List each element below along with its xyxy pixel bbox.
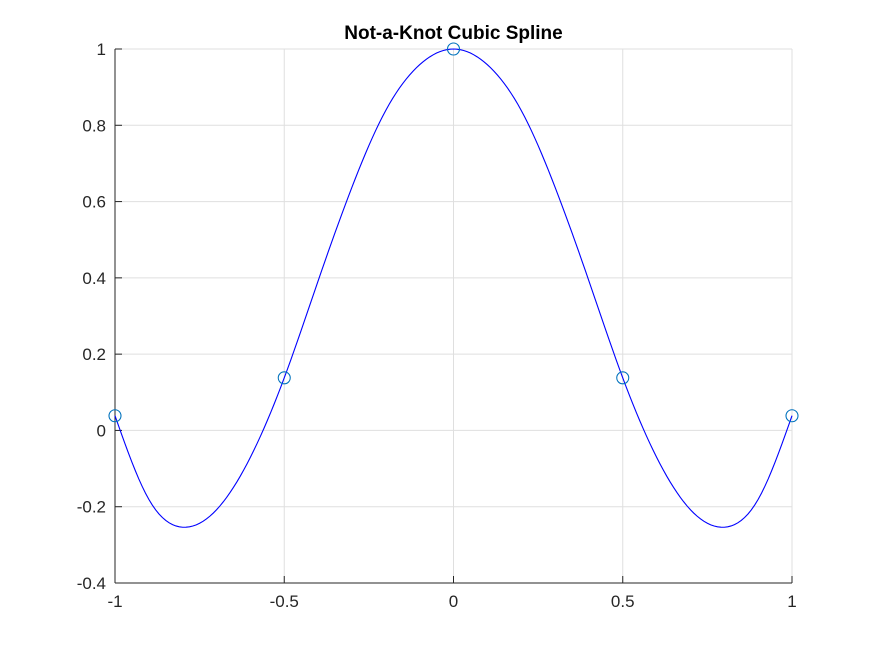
y-tick-label: 0 (97, 421, 106, 440)
y-tick-label: -0.4 (77, 574, 106, 593)
y-tick-label: -0.2 (77, 498, 106, 517)
x-tick-label: -0.5 (270, 592, 299, 611)
y-tick-label: 0.8 (82, 116, 106, 135)
series (108, 42, 799, 528)
data-point-marker (108, 409, 122, 423)
axes (114, 48, 793, 584)
y-tick-label: 0.4 (82, 269, 106, 288)
tick-labels: -1 -0.5 0 0.5 1 -0.4 -0.2 0 0.2 0.4 0.6 0.8 1 (77, 40, 797, 611)
y-tick-label: 1 (97, 40, 106, 59)
x-tick-label: 0 (449, 592, 458, 611)
y-tick-label: 0.2 (82, 345, 106, 364)
data-point-marker (785, 409, 799, 423)
chart-title: Not-a-Knot Cubic Spline (344, 23, 562, 44)
x-tick-label: -1 (107, 592, 122, 611)
data-point-marker (616, 371, 630, 385)
data-point-marker (277, 371, 291, 385)
spline-curve (114, 48, 793, 528)
y-tick-label: 0.6 (82, 193, 106, 212)
x-tick-label: 1 (787, 592, 796, 611)
data-point-marker (446, 42, 461, 56)
x-tick-label: 0.5 (611, 592, 635, 611)
